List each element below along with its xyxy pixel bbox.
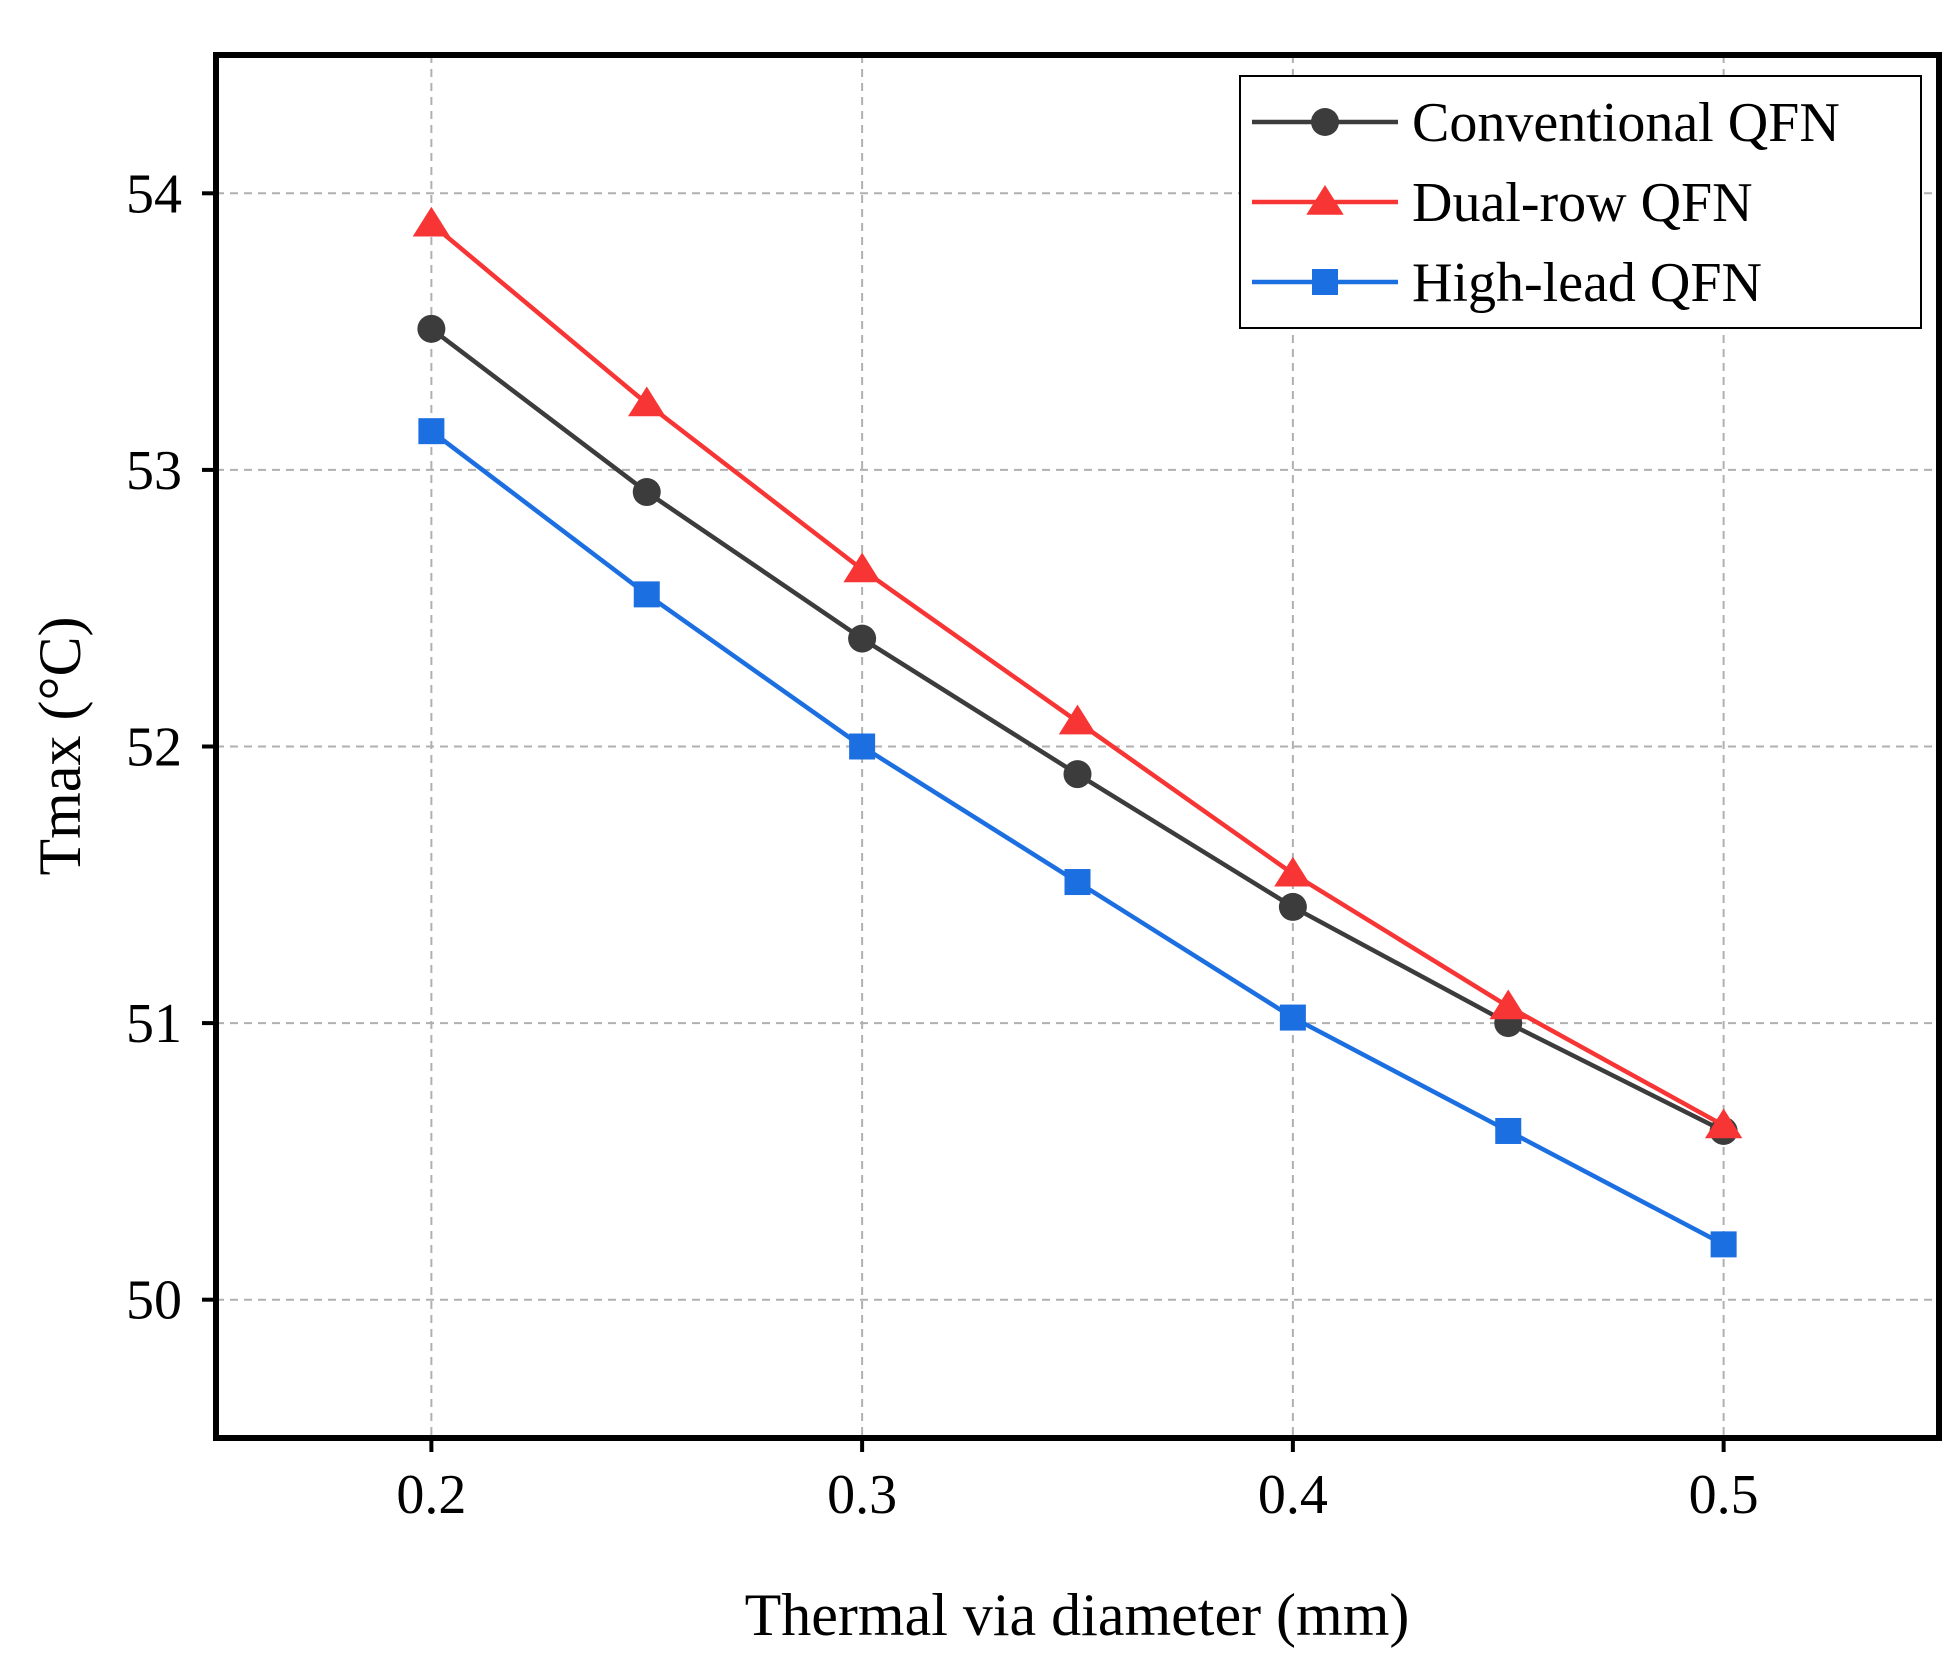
data-point-dual-row-qfn	[1704, 1108, 1743, 1139]
legend-marker-dual-row-qfn	[1306, 185, 1344, 215]
x-tick-label: 0.4	[1258, 1464, 1328, 1526]
data-point-conventional-qfn	[417, 314, 446, 343]
data-point-dual-row-qfn	[628, 386, 666, 417]
tick-layer: 0.2 0.3 0.4 0.5 50 51 52 53 54	[126, 163, 1759, 1526]
data-point-dual-row-qfn	[1274, 856, 1312, 887]
x-tick-label: 0.3	[827, 1464, 897, 1526]
y-tick-label: 50	[126, 1270, 182, 1332]
data-point-conventional-qfn	[848, 624, 877, 653]
x-tick-label: 0.5	[1689, 1464, 1759, 1526]
series-high-lead-qfn	[418, 418, 1737, 1258]
x-axis-label: Thermal via diameter (mm)	[745, 1582, 1410, 1648]
legend-label-high-lead-qfn: High-lead QFN	[1412, 252, 1762, 314]
series-layer	[412, 206, 1743, 1258]
y-tick-label: 52	[126, 717, 182, 779]
data-point-high-lead-qfn	[1495, 1117, 1522, 1144]
y-tick-label: 54	[126, 163, 182, 225]
legend-marker-high-lead-qfn	[1312, 269, 1338, 295]
legend: Conventional QFN Dual-row QFN High-lead QF…	[1239, 75, 1922, 329]
data-point-dual-row-qfn	[1058, 704, 1097, 735]
y-tick-label: 53	[126, 440, 182, 502]
data-point-high-lead-qfn	[1064, 869, 1091, 896]
data-point-high-lead-qfn	[849, 733, 876, 760]
series-dual-row-qfn	[412, 206, 1743, 1139]
data-point-dual-row-qfn	[843, 552, 881, 583]
y-tick-label: 51	[126, 993, 182, 1055]
data-point-high-lead-qfn	[1710, 1231, 1737, 1258]
data-point-conventional-qfn	[1063, 760, 1092, 789]
data-point-conventional-qfn	[1278, 892, 1307, 921]
y-axis-label: Tmax (°C)	[27, 617, 93, 876]
series-line-high-lead-qfn	[430, 429, 1725, 1247]
legend-label-conventional-qfn: Conventional QFN	[1412, 92, 1840, 154]
data-point-dual-row-qfn	[1489, 989, 1527, 1020]
legend-label-dual-row-qfn: Dual-row QFN	[1412, 172, 1753, 234]
data-point-dual-row-qfn	[412, 206, 451, 237]
data-point-high-lead-qfn	[418, 418, 445, 445]
data-point-conventional-qfn	[632, 478, 661, 507]
legend-marker-conventional-qfn	[1311, 108, 1339, 136]
x-tick-label: 0.2	[396, 1464, 466, 1526]
data-point-high-lead-qfn	[1279, 1004, 1306, 1031]
series-line-dual-row-qfn	[429, 221, 1725, 1128]
data-point-high-lead-qfn	[633, 581, 660, 608]
